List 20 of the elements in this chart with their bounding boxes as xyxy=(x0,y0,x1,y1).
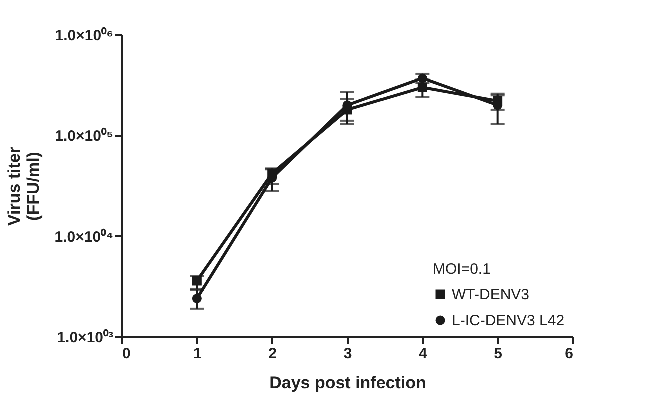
x-tick-label: 5 xyxy=(494,346,503,362)
y-tick-label: 1.0×10⁰⁴ xyxy=(54,228,114,246)
point xyxy=(192,294,202,304)
x-tick-label: 2 xyxy=(268,346,278,362)
x-tick-label: 1 xyxy=(193,346,202,362)
x-axis-title: Days post infection xyxy=(270,374,426,392)
y-tick-label: 1.0×10⁰⁶ xyxy=(55,26,114,44)
x-tick-label: 4 xyxy=(418,346,428,362)
y-axis-title: Virus titer (FFU/ml) xyxy=(4,146,43,226)
x-tick-label: 6 xyxy=(565,346,574,362)
point xyxy=(192,276,202,286)
y-tick-label: 1.0×10⁰⁵ xyxy=(55,127,114,146)
legend-title: MOI=0.1 xyxy=(433,261,491,278)
point xyxy=(418,74,428,84)
x-tick-label: 3 xyxy=(344,346,352,362)
x-tick-label: 0 xyxy=(122,346,131,362)
point xyxy=(418,82,428,92)
legend-label: WT-DENV3 xyxy=(452,286,530,304)
legend-label: L-IC-DENV3 L42 xyxy=(452,312,565,330)
y-tick-label: 1.0×10⁰³ xyxy=(57,328,114,346)
